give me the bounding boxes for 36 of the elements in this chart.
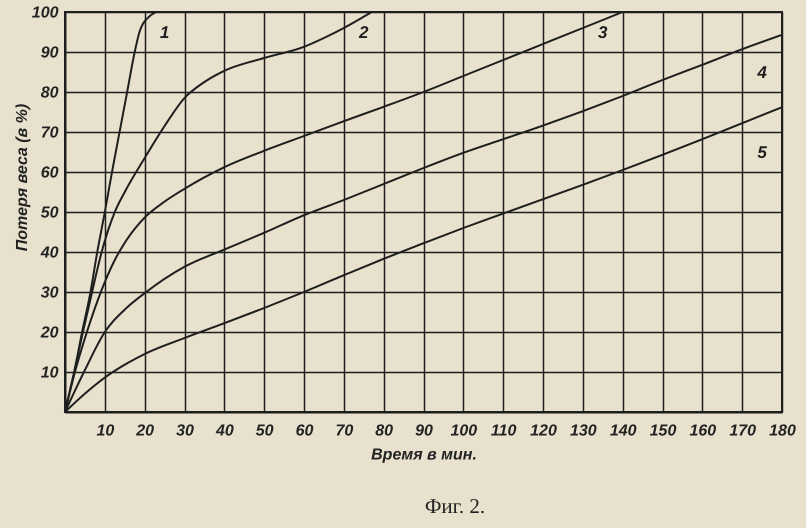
x-tick-label: 90 <box>415 422 433 440</box>
x-tick-label: 30 <box>176 422 194 440</box>
y-tick-label: 20 <box>40 324 59 342</box>
x-tick-label: 80 <box>375 422 394 440</box>
x-tick-label: 20 <box>135 422 154 440</box>
x-tick-label: 10 <box>96 422 114 440</box>
x-tick-label: 120 <box>530 422 557 440</box>
x-tick-label: 140 <box>610 422 637 440</box>
series-label: 1 <box>160 23 170 42</box>
series-label: 2 <box>358 23 370 42</box>
x-tick-label: 150 <box>650 422 676 440</box>
y-tick-label: 80 <box>40 84 59 102</box>
y-tick-label: 90 <box>40 44 59 62</box>
y-tick-label: 60 <box>40 164 59 182</box>
y-tick-label: 30 <box>40 284 59 302</box>
series-label: 4 <box>756 63 768 82</box>
series-label: 5 <box>757 143 768 162</box>
series-label: 3 <box>598 23 608 42</box>
y-tick-label: 10 <box>40 364 59 382</box>
x-tick-label: 170 <box>729 422 756 440</box>
x-tick-label: 100 <box>450 422 478 440</box>
x-tick-label: 70 <box>335 422 354 440</box>
x-tick-label: 40 <box>214 422 234 440</box>
x-tick-label: 130 <box>570 422 597 440</box>
x-tick-label: 160 <box>689 422 716 440</box>
y-axis-title: Потеря веса (в %) <box>14 104 31 252</box>
y-tick-label: 40 <box>40 244 59 262</box>
x-tick-label: 50 <box>256 422 274 440</box>
x-tick-label: 110 <box>490 422 517 440</box>
y-tick-label: 70 <box>40 124 59 142</box>
x-tick-label: 60 <box>296 422 314 440</box>
x-tick-label: 180 <box>769 422 796 440</box>
y-tick-label: 50 <box>40 204 59 222</box>
x-axis-title: Время в мин. <box>371 446 477 464</box>
text: Фиг. 2. <box>424 494 486 519</box>
y-tick-label: 100 <box>32 4 59 22</box>
